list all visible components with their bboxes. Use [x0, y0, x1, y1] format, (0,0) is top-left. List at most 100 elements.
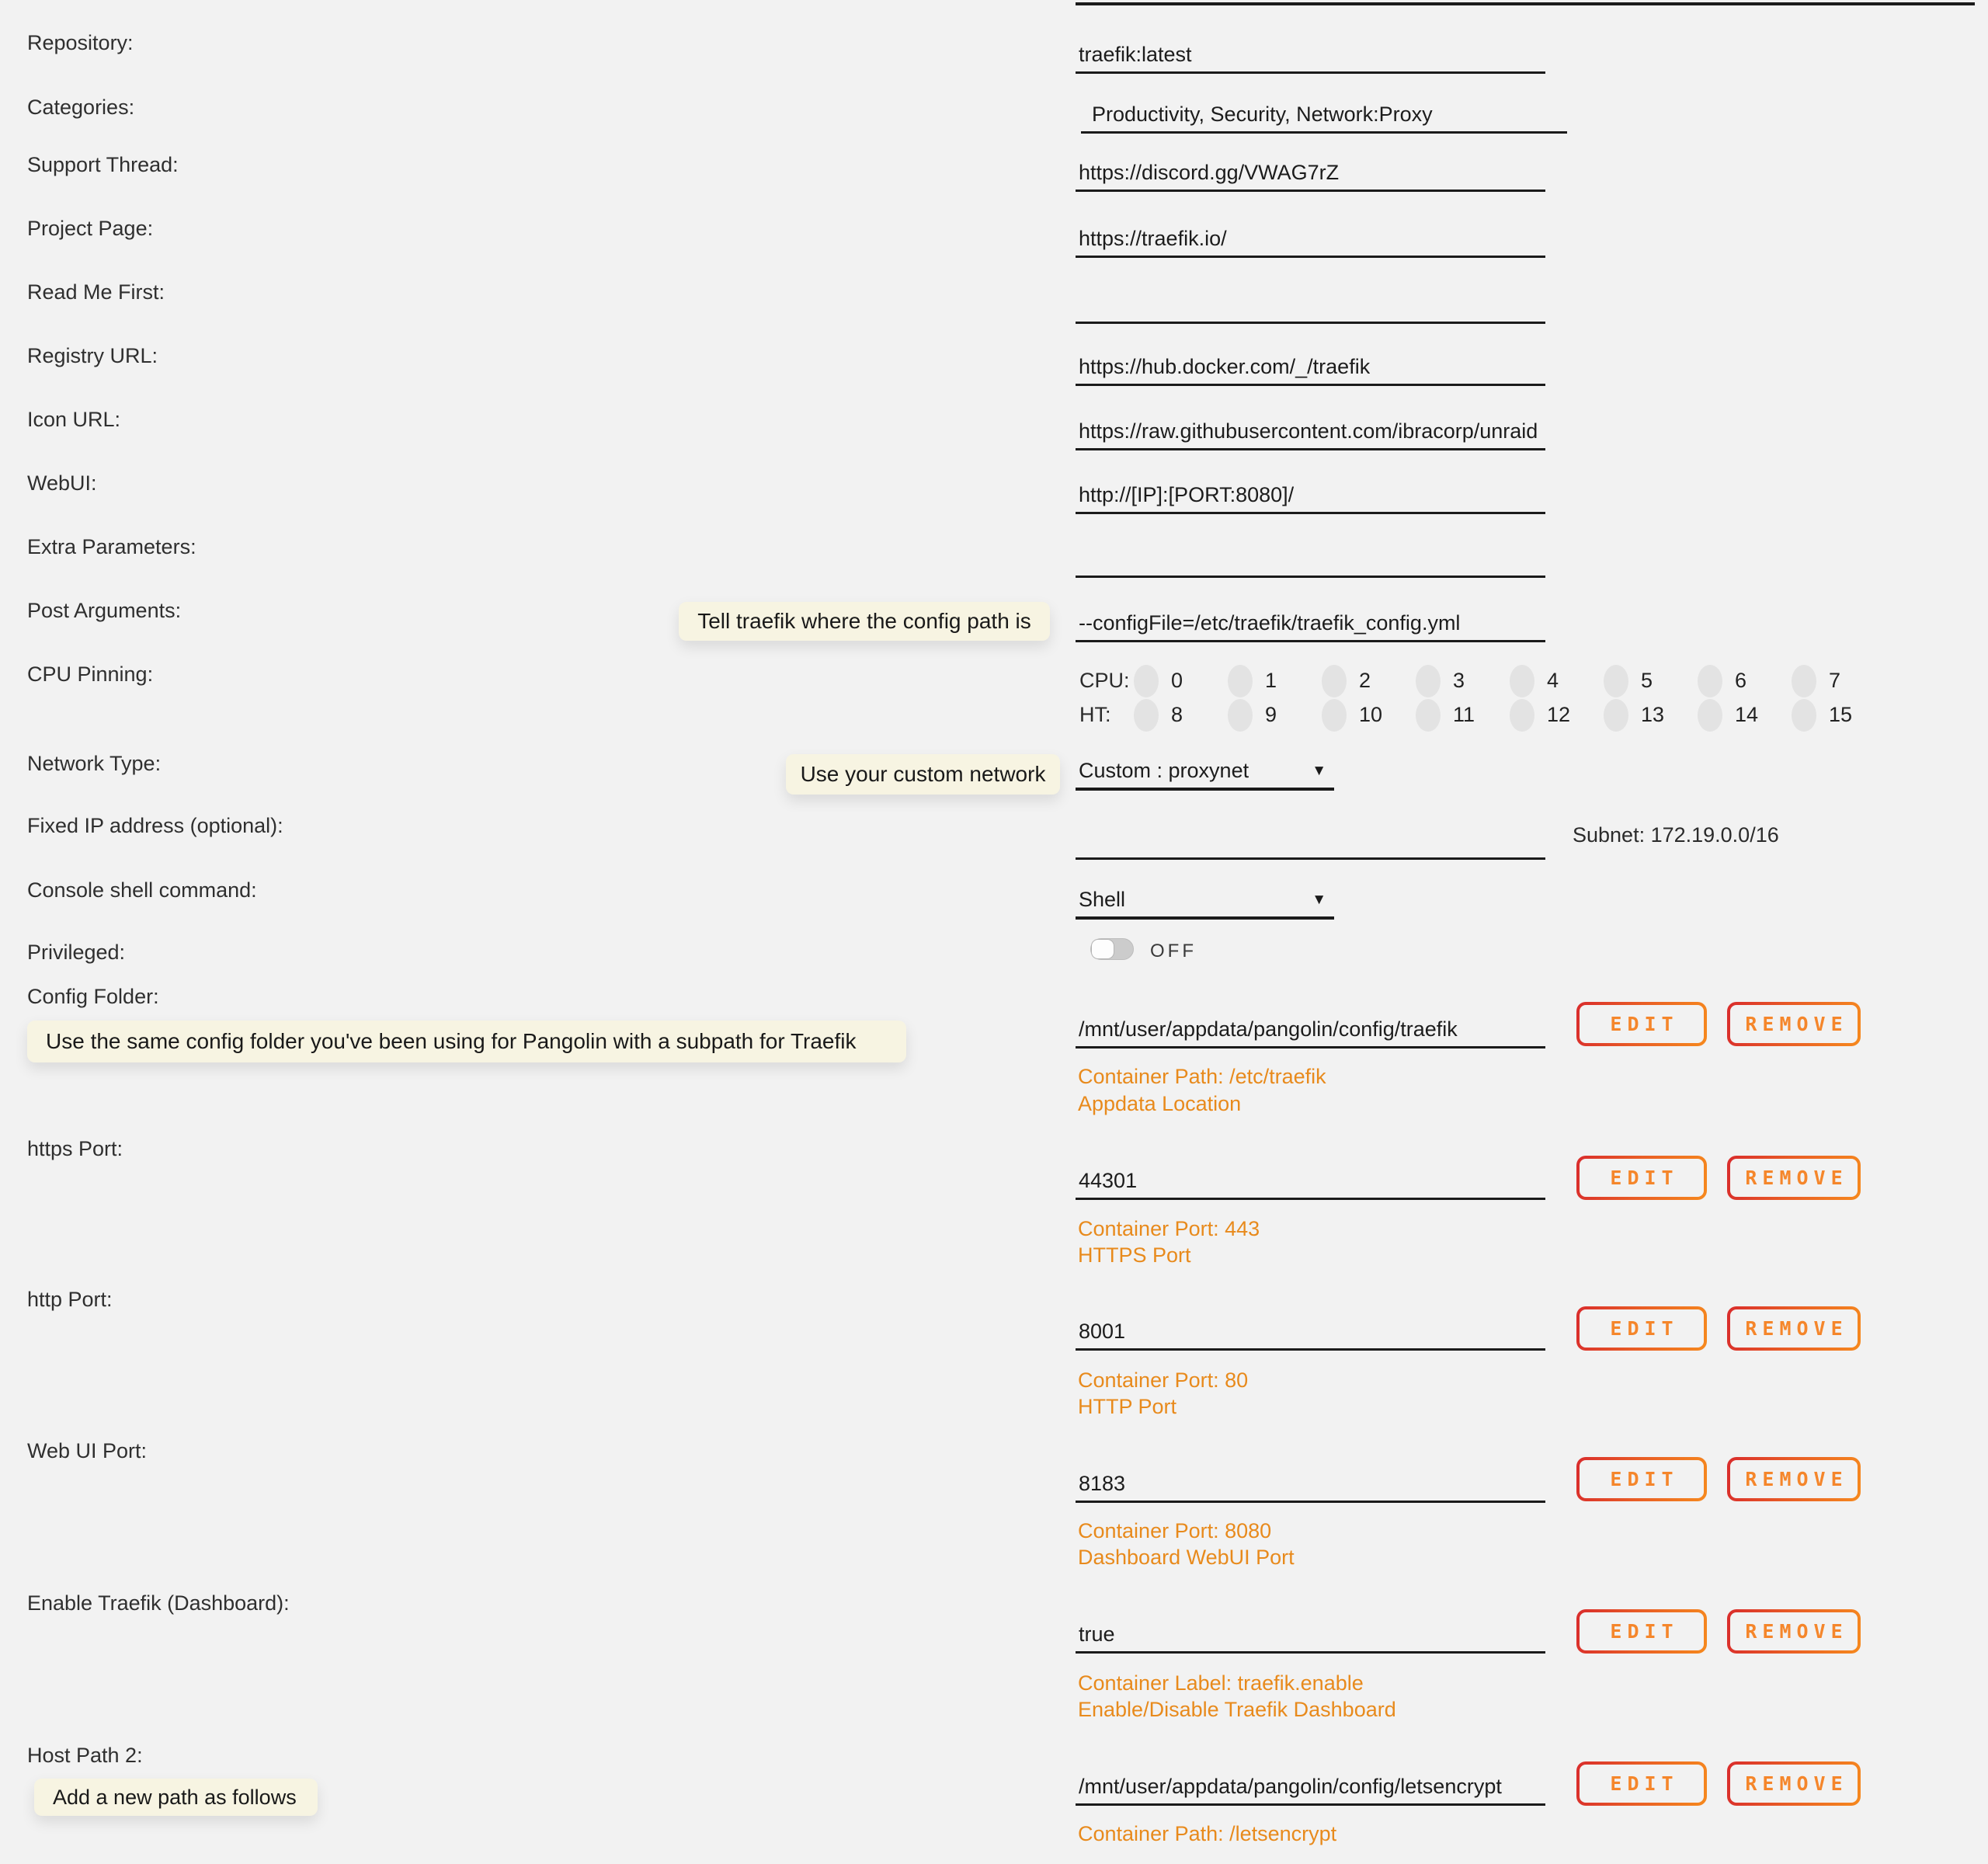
fixed-ip-label: Fixed IP address (optional):: [27, 814, 283, 837]
cpu-core-0-checkbox[interactable]: [1134, 665, 1159, 697]
config-folder-edit-button[interactable]: EDIT: [1576, 1002, 1707, 1046]
config-folder-tooltip-text: Use the same config folder you've been u…: [46, 1029, 857, 1053]
webui-port-label: Web UI Port:: [27, 1439, 148, 1462]
webui-port-edit-button[interactable]: EDIT: [1576, 1457, 1707, 1501]
post-arguments-tooltip-text: Tell traefik where the config path is: [697, 609, 1031, 633]
support-thread-label: Support Thread:: [27, 153, 179, 176]
ht-core-11-checkbox[interactable]: [1416, 699, 1441, 732]
field-separator-line: [1076, 2, 1975, 5]
webui-port-remove-button[interactable]: REMOVE: [1727, 1457, 1861, 1501]
cpu-core-5-checkbox[interactable]: [1604, 665, 1628, 697]
registry-url-value: https://hub.docker.com/_/traefik: [1079, 355, 1371, 378]
https-port-description: HTTPS Port: [1078, 1243, 1191, 1267]
cpu-core-1-label: 1: [1265, 669, 1277, 692]
console-shell-dropdown[interactable]: Shell ▼: [1076, 883, 1334, 920]
cpu-row-label: CPU:: [1079, 669, 1130, 692]
registry-url-label: Registry URL:: [27, 344, 158, 367]
ht-core-10-checkbox[interactable]: [1322, 699, 1347, 732]
privileged-toggle-state: OFF: [1150, 941, 1197, 962]
https-port-remove-button[interactable]: REMOVE: [1727, 1156, 1861, 1200]
subnet-info: Subnet: 172.19.0.0/16: [1573, 823, 1779, 847]
cpu-core-1-checkbox[interactable]: [1228, 665, 1253, 697]
enable-dashboard-container-label: Container Label: traefik.enable: [1078, 1671, 1364, 1695]
ht-core-12-label: 12: [1547, 703, 1571, 726]
config-folder-tooltip: Use the same config folder you've been u…: [27, 1021, 906, 1062]
project-page-input[interactable]: https://traefik.io/: [1076, 221, 1545, 258]
cpu-core-3-label: 3: [1453, 669, 1465, 692]
network-type-value: Custom : proxynet: [1079, 759, 1249, 782]
edit-button-label: EDIT: [1610, 1772, 1679, 1795]
cpu-core-2-checkbox[interactable]: [1322, 665, 1347, 697]
post-arguments-value: --configFile=/etc/traefik/traefik_config…: [1079, 611, 1461, 635]
config-folder-input[interactable]: /mnt/user/appdata/pangolin/config/traefi…: [1076, 1012, 1545, 1048]
https-port-container-port: Container Port: 443: [1078, 1217, 1260, 1240]
host-path-2-remove-button[interactable]: REMOVE: [1727, 1761, 1861, 1806]
host-path-2-edit-button[interactable]: EDIT: [1576, 1761, 1707, 1806]
cpu-core-6-checkbox[interactable]: [1698, 665, 1722, 697]
ht-core-8-label: 8: [1171, 703, 1183, 726]
remove-button-label: REMOVE: [1745, 1317, 1848, 1340]
ht-core-15-label: 15: [1829, 703, 1853, 726]
read-me-first-label: Read Me First:: [27, 280, 165, 304]
post-arguments-label: Post Arguments:: [27, 599, 182, 622]
categories-input[interactable]: Productivity, Security, Network:Proxy: [1081, 97, 1567, 134]
cpu-core-7-checkbox[interactable]: [1792, 665, 1816, 697]
categories-value: Productivity, Security, Network:Proxy: [1092, 103, 1433, 126]
icon-url-label: Icon URL:: [27, 408, 121, 431]
post-arguments-tooltip: Tell traefik where the config path is: [679, 602, 1050, 641]
registry-url-input[interactable]: https://hub.docker.com/_/traefik: [1076, 350, 1545, 386]
ht-core-13-label: 13: [1641, 703, 1665, 726]
remove-button-label: REMOVE: [1745, 1468, 1848, 1490]
privileged-label: Privileged:: [27, 941, 126, 964]
toggle-knob: [1091, 939, 1114, 959]
ht-core-14-label: 14: [1735, 703, 1759, 726]
https-port-input[interactable]: 44301: [1076, 1163, 1545, 1200]
read-me-first-input[interactable]: [1076, 287, 1545, 324]
ht-core-11-label: 11: [1453, 703, 1475, 726]
http-port-value: 8001: [1079, 1320, 1126, 1343]
enable-dashboard-remove-button[interactable]: REMOVE: [1727, 1609, 1861, 1654]
ht-core-8-checkbox[interactable]: [1134, 699, 1159, 732]
config-folder-remove-button[interactable]: REMOVE: [1727, 1002, 1861, 1046]
repository-label: Repository:: [27, 31, 134, 54]
ht-core-15-checkbox[interactable]: [1792, 699, 1816, 732]
config-folder-label: Config Folder:: [27, 985, 159, 1008]
support-thread-input[interactable]: https://discord.gg/VWAG7rZ: [1076, 155, 1545, 192]
enable-dashboard-edit-button[interactable]: EDIT: [1576, 1609, 1707, 1654]
extra-parameters-input[interactable]: [1076, 541, 1545, 578]
webui-input[interactable]: http://[IP]:[PORT:8080]/: [1076, 478, 1545, 514]
ht-core-14-checkbox[interactable]: [1698, 699, 1722, 732]
http-port-edit-button[interactable]: EDIT: [1576, 1306, 1707, 1351]
enable-dashboard-value: true: [1079, 1622, 1115, 1646]
repository-input[interactable]: traefik:latest: [1076, 37, 1545, 74]
network-type-dropdown[interactable]: Custom : proxynet ▼: [1076, 754, 1334, 791]
webui-label: WebUI:: [27, 471, 97, 495]
icon-url-value: https://raw.githubusercontent.com/ibraco…: [1079, 419, 1538, 443]
cpu-core-4-checkbox[interactable]: [1510, 665, 1534, 697]
host-path-2-label: Host Path 2:: [27, 1744, 143, 1767]
icon-url-input[interactable]: https://raw.githubusercontent.com/ibraco…: [1076, 414, 1545, 450]
http-port-container-port: Container Port: 80: [1078, 1368, 1249, 1392]
categories-label: Categories:: [27, 96, 135, 119]
ht-core-10-label: 10: [1359, 703, 1383, 726]
ht-core-9-checkbox[interactable]: [1228, 699, 1253, 732]
http-port-input[interactable]: 8001: [1076, 1314, 1545, 1351]
ht-core-12-checkbox[interactable]: [1510, 699, 1534, 732]
console-shell-label: Console shell command:: [27, 878, 257, 902]
http-port-remove-button[interactable]: REMOVE: [1727, 1306, 1861, 1351]
project-page-label: Project Page:: [27, 217, 154, 240]
fixed-ip-input[interactable]: [1076, 823, 1545, 860]
ht-core-13-checkbox[interactable]: [1604, 699, 1628, 732]
http-port-label: http Port:: [27, 1288, 113, 1311]
enable-dashboard-input[interactable]: true: [1076, 1617, 1545, 1654]
privileged-toggle[interactable]: [1090, 938, 1134, 960]
network-type-label: Network Type:: [27, 752, 162, 775]
post-arguments-input[interactable]: --configFile=/etc/traefik/traefik_config…: [1076, 606, 1545, 642]
cpu-core-7-label: 7: [1829, 669, 1841, 692]
edit-button-label: EDIT: [1610, 1468, 1679, 1490]
host-path-2-input[interactable]: /mnt/user/appdata/pangolin/config/letsen…: [1076, 1769, 1545, 1806]
webui-port-input[interactable]: 8183: [1076, 1466, 1545, 1503]
https-port-edit-button[interactable]: EDIT: [1576, 1156, 1707, 1200]
cpu-core-3-checkbox[interactable]: [1416, 665, 1441, 697]
remove-button-label: REMOVE: [1745, 1620, 1848, 1643]
